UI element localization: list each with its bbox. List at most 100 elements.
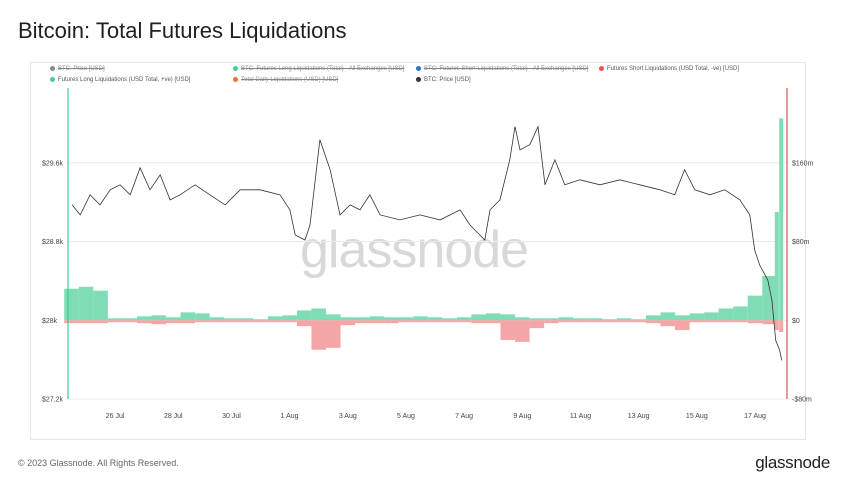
long-liquidation-bar — [602, 319, 617, 321]
legend-item-btc-price[interactable]: BTC: Price [USD] — [416, 77, 471, 83]
long-liquidation-bar — [224, 318, 239, 321]
short-liquidation-bar — [122, 320, 137, 323]
x-tick-label: 13 Aug — [628, 413, 650, 420]
page-title: Bitcoin: Total Futures Liquidations — [18, 18, 347, 43]
long-liquidation-bar — [660, 312, 676, 321]
short-liquidation-bar — [427, 320, 443, 323]
short-liquidation-bar — [238, 320, 254, 323]
long-liquidation-bar — [166, 317, 181, 321]
short-liquidation-bar — [485, 320, 501, 324]
btc-price-line — [71, 125, 783, 361]
long-liquidation-bar — [325, 314, 341, 321]
legend-dot-icon — [50, 66, 55, 71]
y-left-tick-label: $27.2k — [42, 397, 64, 404]
long-liquidation-bar — [311, 308, 326, 321]
short-liquidation-bar — [325, 320, 341, 348]
x-tick-label: 28 Jul — [164, 413, 183, 420]
long-liquidation-bar — [704, 312, 719, 321]
long-liquidation-bar — [485, 313, 501, 321]
short-liquidation-bar — [587, 320, 603, 323]
long-liquidation-bar — [282, 315, 297, 321]
short-liquidation-bar — [718, 320, 734, 323]
legend-dot-icon — [416, 77, 421, 82]
short-liquidation-bar — [209, 320, 225, 323]
long-liquidation-bar — [107, 318, 123, 321]
long-liquidation-bar — [529, 318, 545, 321]
short-liquidation-bar — [631, 320, 646, 323]
long-liquidation-bar — [573, 318, 588, 321]
short-liquidation-bar — [762, 320, 777, 325]
long-liquidation-bar — [500, 314, 516, 321]
legend-item-short-total-hidden[interactable]: BTC: Futures Short Liquidations (Total) … — [416, 66, 588, 72]
short-liquidation-bar — [107, 320, 123, 323]
short-liquidation-bar — [515, 320, 530, 342]
short-liquidation-bar — [645, 320, 661, 324]
short-liquidation-bar — [355, 320, 370, 324]
brand-logo: glassnode — [755, 453, 830, 472]
short-liquidation-bar — [166, 320, 181, 324]
legend-item-long-total-hidden[interactable]: BTC: Futures Long Liquidations (Total) -… — [233, 66, 404, 72]
long-liquidation-bar — [253, 319, 268, 321]
long-liquidation-bar — [779, 118, 784, 321]
short-liquidation-bar — [398, 320, 414, 323]
long-liquidation-bar — [747, 295, 763, 321]
short-liquidation-bar — [704, 320, 719, 323]
short-liquidation-bar — [660, 320, 676, 327]
legend-item-short-liquidations[interactable]: Futures Short Liquidations (USD Total, -… — [599, 66, 739, 72]
short-liquidation-bar — [78, 320, 94, 324]
short-liquidation-bar — [544, 320, 559, 324]
long-liquidation-bar — [369, 316, 385, 321]
long-liquidation-bar — [616, 318, 632, 321]
x-tick-label: 3 Aug — [339, 413, 357, 420]
long-liquidation-bar — [774, 211, 779, 321]
long-liquidation-bar — [151, 315, 167, 321]
long-liquidation-bar — [645, 315, 661, 321]
long-liquidation-bar — [442, 318, 457, 321]
x-tick-label: 9 Aug — [513, 413, 531, 420]
short-liquidation-bar — [253, 320, 268, 323]
short-liquidation-bar — [442, 320, 457, 323]
y-left-tick-label: $28k — [42, 318, 58, 325]
long-liquidation-bar — [267, 316, 283, 321]
long-liquidation-bar — [78, 286, 94, 321]
legend-item-long-liquidations[interactable]: Futures Long Liquidations (USD Total, +v… — [50, 77, 190, 83]
x-tick-label: 17 Aug — [744, 413, 766, 420]
y-right-tick-label: -$80m — [792, 397, 812, 404]
short-liquidation-bar — [471, 320, 486, 324]
legend-item-total-daily-hidden[interactable]: Total Daily Liquidations (USD) [USD] — [233, 77, 338, 83]
short-liquidation-bar — [456, 320, 472, 323]
long-liquidation-bar — [238, 318, 254, 321]
long-liquidation-bar — [587, 318, 603, 321]
legend-dot-icon — [416, 66, 421, 71]
long-liquidation-bar — [631, 319, 646, 321]
short-liquidation-bar — [282, 320, 297, 323]
short-liquidation-bar — [675, 320, 690, 331]
long-liquidation-bar — [675, 315, 690, 321]
x-tick-label: 30 Jul — [222, 413, 241, 420]
short-liquidation-bar — [340, 320, 356, 326]
short-liquidation-bar — [224, 320, 239, 323]
short-liquidation-bar — [573, 320, 588, 323]
long-liquidation-bar — [64, 288, 79, 321]
chart-frame — [30, 62, 806, 440]
long-liquidation-bar — [427, 317, 443, 321]
long-liquidation-bar — [93, 290, 108, 321]
long-liquidation-bar — [384, 317, 399, 321]
short-liquidation-bar — [311, 320, 326, 350]
x-tick-label: 1 Aug — [281, 413, 299, 420]
short-liquidation-bar — [779, 320, 784, 333]
short-liquidation-bar — [267, 320, 283, 323]
legend-item-btc-price-hidden[interactable]: BTC: Price [USD] — [50, 66, 105, 72]
short-liquidation-bar — [136, 320, 152, 324]
legend-dot-icon — [599, 66, 604, 71]
short-liquidation-bar — [689, 320, 705, 323]
long-liquidation-bar — [136, 316, 152, 321]
long-liquidation-bar — [355, 317, 370, 321]
long-liquidation-bar — [762, 275, 777, 321]
long-liquidation-bar — [296, 310, 312, 321]
short-liquidation-bar — [747, 320, 763, 324]
long-liquidation-bar — [398, 317, 414, 321]
long-liquidation-bar — [689, 313, 705, 321]
long-liquidation-bar — [558, 317, 574, 321]
short-liquidation-bar — [180, 320, 196, 324]
